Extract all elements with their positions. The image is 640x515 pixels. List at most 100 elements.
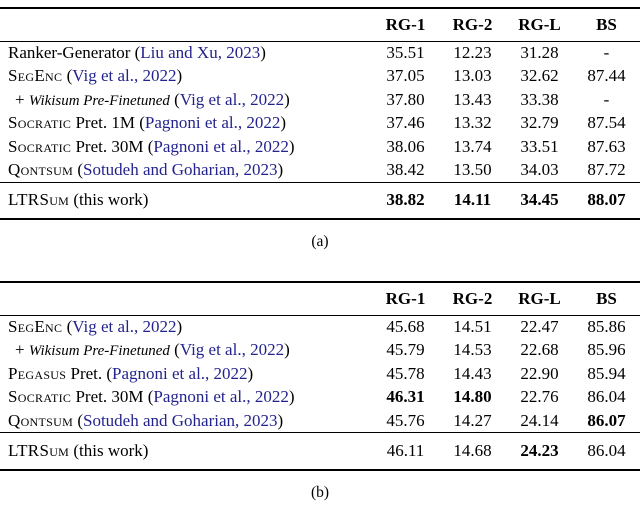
label-text: Socratic [8,387,72,407]
metric-value: 87.54 [587,113,626,133]
method-label: Socratic Pret. 30M (Pagnoni et al., 2022… [0,386,372,410]
column-header: RG-1 [385,14,426,34]
label-text: Pegasus [8,363,67,383]
metric-value: 87.63 [587,136,626,156]
method-label: Qontsum (Sotudeh and Goharian, 2023) [0,409,372,433]
method-label: LTRSum (this work) [0,433,372,470]
table-b-caption: (b) [310,483,330,501]
metric-value: 34.03 [520,160,559,179]
metric-value: 24.14 [520,410,559,430]
citation-link[interactable]: Pagnoni et al., 2022 [112,363,248,383]
metric-value: 22.90 [520,363,559,383]
label-text: LTRSum [8,440,70,460]
metric-value: 86.04 [587,440,626,460]
metric-value: 35.51 [386,43,425,62]
label-text: Pret. 1M ( [71,113,145,133]
metric-value: - [603,43,610,62]
metric-value: 45.79 [386,340,425,360]
citation-link[interactable]: Pagnoni et al., 2022 [144,113,281,133]
metric-value: 14.51 [453,317,492,336]
label-text: ) [277,160,284,179]
label-text: + [15,340,29,360]
table-b-block: RG-1 RG-2 RG-L BS SegEnc (Vig et al., 2022)… [0,281,640,502]
metric-value: 33.51 [520,136,559,156]
table-row: LTRSum (this work) 38.82 14.11 34.45 88.07 [0,182,640,219]
metric-value: 32.62 [520,66,559,86]
metric-value: 37.46 [386,113,425,133]
metric-value: 38.06 [386,136,425,156]
table-row: Pegasus Pret. (Pagnoni et al., 2022) 45.7… [0,362,640,386]
metric-value: 46.11 [386,440,425,460]
citation-link[interactable]: Vig et al., 2022 [72,317,177,336]
metric-value: 86.04 [587,387,626,407]
table-row: + Wikisum Pre-Finetuned (Vig et al., 202… [0,88,640,112]
label-text: ) [277,410,284,430]
metric-value: 14.80 [453,387,492,407]
metric-value: 13.50 [453,160,492,179]
method-label: SegEnc (Vig et al., 2022) [0,65,372,89]
table-row: LTRSum (this work) 46.11 14.68 24.23 86.04 [0,433,640,470]
label-text: Socratic [8,136,72,156]
metric-value: 12.23 [453,43,492,62]
citation-link[interactable]: Vig et al., 2022 [179,89,285,109]
citation-link[interactable]: Vig et al., 2022 [179,340,285,360]
method-label: Pegasus Pret. (Pagnoni et al., 2022) [0,362,372,386]
metric-value: 37.05 [386,66,425,86]
metric-value: 45.68 [386,317,425,336]
citation-link[interactable]: Vig et al., 2022 [72,66,177,86]
metric-value: 46.31 [386,387,425,407]
metric-value: 22.76 [520,387,559,407]
label-text: Pret. 30M ( [71,136,154,156]
label-text: ( [73,160,83,179]
table-row: Socratic Pret. 30M (Pagnoni et al., 2022… [0,135,640,159]
table-a-caption: (a) [311,233,329,250]
column-header: RG-2 [452,288,493,308]
metric-value: 14.53 [453,340,492,360]
label-text: Pret. 30M ( [71,387,154,407]
citation-link[interactable]: Sotudeh and Goharian, 2023 [82,160,278,179]
metric-value: 85.94 [587,363,626,383]
citation-link[interactable]: Liu and Xu, 2023 [140,43,261,62]
method-label: Ranker-Generator (Liu and Xu, 2023) [0,41,372,65]
label-text: (this work) [69,440,149,460]
metric-value: 32.79 [520,113,559,133]
results-table-b: RG-1 RG-2 RG-L BS SegEnc (Vig et al., 2022)… [0,281,640,471]
label-text: LTRSum [8,190,70,210]
metric-value: 88.07 [587,190,626,210]
label-text: ) [260,43,266,62]
metric-value: 86.07 [587,410,626,430]
header-row: RG-1 RG-2 RG-L BS [0,8,640,41]
metric-value: 45.78 [386,363,425,383]
metric-value: 38.82 [386,190,425,210]
label-text: Wikisum Pre-Finetuned [28,343,170,360]
metric-value: 87.72 [587,160,626,179]
citation-link[interactable]: Sotudeh and Goharian, 2023 [82,410,278,430]
label-text: ) [288,136,295,156]
label-text: ) [284,89,290,109]
metric-value: 13.43 [453,89,492,109]
label-text: ( [62,66,73,86]
label-text: ( [169,89,180,109]
metric-value: 14.68 [453,440,492,460]
metric-value: 38.42 [386,160,425,179]
table-row: + Wikisum Pre-Finetuned (Vig et al., 202… [0,339,640,363]
column-header: RG-1 [385,288,426,308]
citation-link[interactable]: Pagnoni et al., 2022 [153,136,289,156]
metric-value: 13.74 [453,136,492,156]
metric-value: 33.38 [520,89,559,109]
citation-link[interactable]: Pagnoni et al., 2022 [153,387,289,407]
metric-value: 85.96 [587,340,626,360]
metric-value: 45.76 [386,410,425,430]
results-table-a: RG-1 RG-2 RG-L BS Ranker-Generator (Liu and… [0,7,640,220]
label-text: ) [280,113,287,133]
metric-value: 14.27 [453,410,492,430]
label-text: ( [73,410,83,430]
label-text: SegEnc [8,66,63,86]
column-header: RG-2 [452,14,493,34]
column-header: BS [596,14,617,34]
table-a-block: RG-1 RG-2 RG-L BS Ranker-Generator (Liu and… [0,0,640,251]
metric-value: 14.11 [453,190,492,210]
metric-value: 87.44 [587,66,626,86]
column-header: RG-L [518,14,561,34]
method-label: Socratic Pret. 1M (Pagnoni et al., 2022) [0,112,372,136]
